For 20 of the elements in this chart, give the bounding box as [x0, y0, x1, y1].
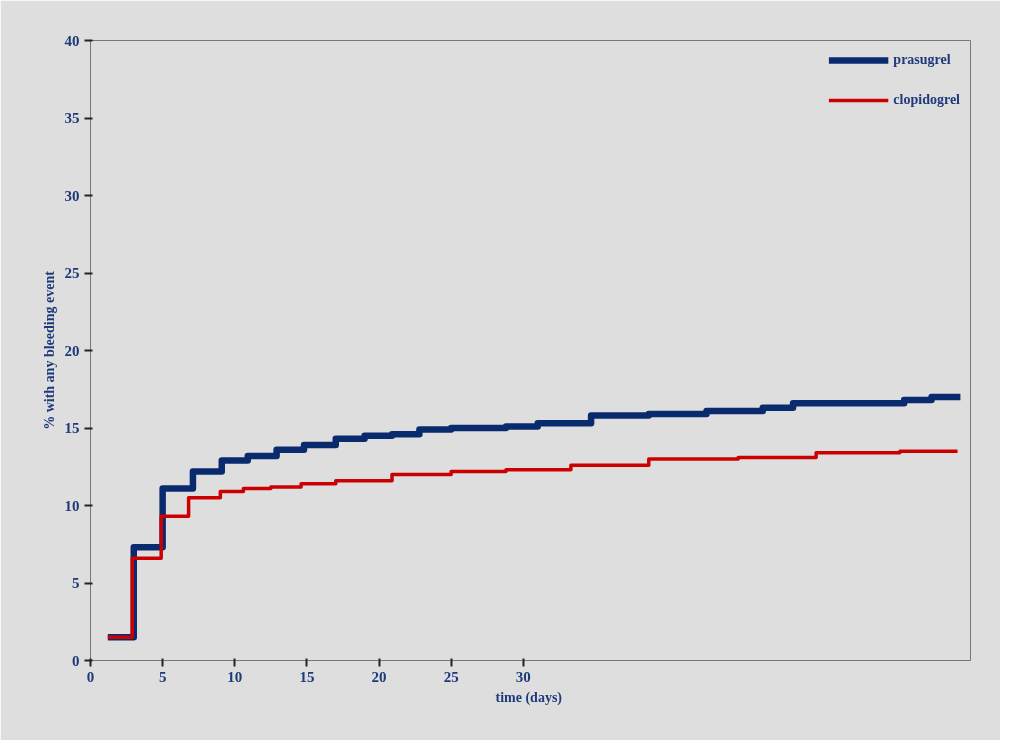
x-tick-label: 15 [299, 668, 315, 685]
y-tick-label: 5 [72, 575, 80, 591]
legend-label: prasugrel [893, 52, 951, 68]
y-tick-label: 25 [64, 265, 80, 281]
y-tick-label: 15 [64, 420, 80, 436]
x-tick-label: 25 [443, 668, 459, 685]
x-tick-label: 5 [158, 668, 167, 685]
y-tick-label: 40 [64, 32, 80, 49]
y-tick-label: 10 [64, 497, 80, 514]
x-tick-label: 20 [371, 668, 387, 685]
y-axis-title: % with any bleeding event [41, 270, 57, 430]
x-tick-label: 0 [86, 668, 95, 685]
y-tick-label: 0 [72, 652, 80, 669]
y-tick-label: 35 [64, 110, 80, 126]
y-tick-label: 20 [64, 342, 80, 359]
legend-label: clopidogrel [893, 92, 960, 108]
x-axis-title: time (days) [495, 689, 563, 706]
x-tick-label: 10 [227, 668, 243, 685]
y-tick-label: 30 [64, 187, 80, 204]
x-tick-label: 30 [515, 668, 531, 685]
